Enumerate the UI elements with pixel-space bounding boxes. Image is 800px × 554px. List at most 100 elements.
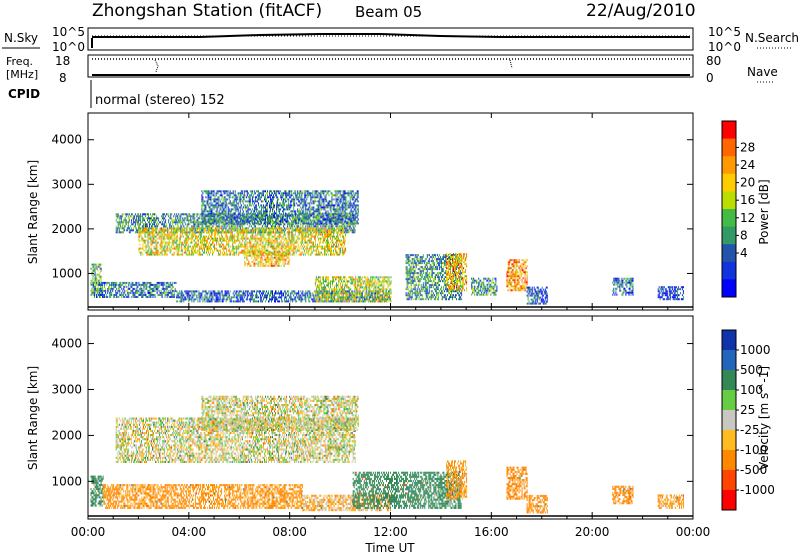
range-gate-cell [329,227,330,230]
range-gate-cell [253,213,255,216]
range-gate-cell [323,206,325,209]
range-gate-cell [258,194,260,197]
range-gate-cell [153,227,155,230]
range-gate-cell [148,213,149,216]
range-gate-cell [354,225,356,228]
range-gate-cell [201,229,203,232]
range-gate-cell [329,231,330,234]
range-gate-cell [128,231,130,234]
range-gate-cell [288,233,290,236]
range-gate-cell [340,194,342,197]
range-gate-cell [257,192,259,195]
range-gate-cell [130,215,132,218]
range-gate-cell [189,223,191,226]
range-gate-cell [249,262,251,265]
range-gate-cell [200,253,202,256]
range-gate-cell [246,214,248,217]
range-gate-cell [246,208,248,211]
range-gate-cell [304,192,306,195]
range-gate-cell [249,245,251,248]
range-gate-cell [339,251,341,254]
range-gate-cell [194,223,196,226]
range-gate-cell [179,221,181,224]
range-gate-cell [310,241,312,244]
range-gate-cell [243,233,245,236]
range-gate-cell [131,229,133,232]
range-gate-cell [230,235,232,238]
range-gate-cell [200,233,202,236]
range-gate-cell [159,231,161,234]
range-gate-cell [305,190,307,193]
range-gate-cell [161,235,163,238]
range-gate-cell [297,237,299,240]
range-gate-cell [219,204,221,207]
range-gate-cell [216,212,218,215]
range-gate-cell [336,249,337,252]
range-gate-cell [336,243,337,246]
range-gate-cell [319,212,321,215]
range-gate-cell [246,190,248,193]
range-gate-cell [202,216,204,219]
range-gate-cell [277,231,279,234]
range-gate-cell [122,227,124,230]
range-gate-cell [266,212,267,215]
range-gate-cell [182,213,184,216]
range-gate-cell [303,218,305,221]
range-gate-cell [160,245,162,248]
range-gate-cell [177,225,179,228]
range-gate-cell [331,194,333,197]
range-gate-cell [333,198,335,201]
range-gate-cell [289,196,291,199]
range-gate-cell [306,190,308,193]
range-gate-cell [210,190,212,193]
range-gate-cell [167,249,169,252]
range-gate-cell [321,214,323,217]
range-gate-cell [289,225,291,228]
range-gate-cell [214,229,215,232]
range-gate-cell [214,237,215,240]
range-gate-cell [297,216,299,219]
range-gate-cell [268,229,270,232]
range-gate-cell [165,229,167,232]
range-gate-cell [237,245,239,248]
range-gate-cell [154,235,156,238]
range-gate-cell [252,210,254,213]
range-gate-cell [257,210,259,213]
range-gate-cell [350,217,352,220]
range-gate-cell [194,249,196,252]
range-gate-cell [165,219,167,222]
range-gate-cell [218,214,220,217]
range-gate-cell [313,225,315,228]
range-gate-cell [138,215,140,218]
range-gate-cell [122,221,124,224]
range-gate-cell [269,212,270,215]
range-gate-cell [255,216,257,219]
range-gate-cell [293,216,295,219]
range-gate-cell [324,218,326,221]
range-gate-cell [145,247,147,250]
range-gate-cell [208,194,210,197]
range-gate-cell [196,249,198,252]
range-gate-cell [160,247,162,250]
range-gate-cell [185,223,187,226]
range-gate-cell [296,247,298,250]
range-gate-cell [240,243,242,246]
range-gate-cell [229,251,231,254]
range-gate-cell [347,225,349,228]
range-gate-cell [338,208,340,211]
range-gate-cell [154,219,155,222]
range-gate-cell [283,198,285,201]
range-gate-cell [257,216,259,219]
range-gate-cell [221,237,223,240]
range-gate-cell [200,223,202,226]
range-gate-cell [127,213,129,216]
range-gate-cell [166,253,168,256]
range-gate-cell [216,208,218,211]
range-gate-cell [150,231,152,234]
range-gate-cell [326,235,327,238]
range-gate-cell [232,239,234,242]
range-gate-cell [258,220,260,223]
range-gate-cell [229,229,231,232]
range-gate-cell [127,227,129,230]
range-gate-cell [141,237,143,240]
